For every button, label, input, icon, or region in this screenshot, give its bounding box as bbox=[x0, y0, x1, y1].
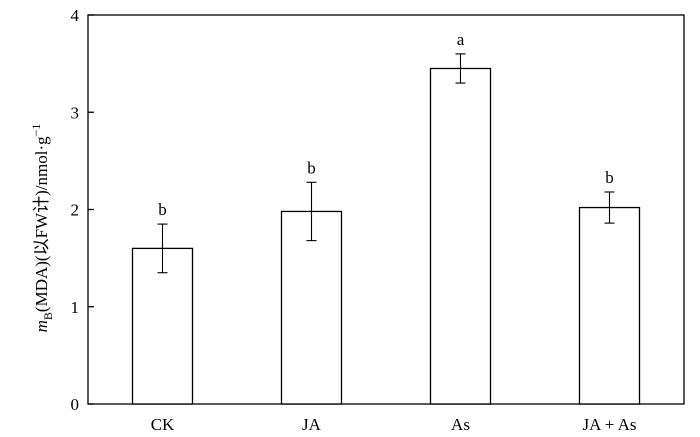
error-bar bbox=[455, 53, 466, 84]
significance-labels: b b a b bbox=[158, 30, 614, 219]
bar-ja-as bbox=[578, 206, 641, 405]
bars bbox=[131, 67, 641, 405]
bar-ja bbox=[280, 210, 343, 405]
error-bar bbox=[604, 191, 615, 224]
x-tick-label: CK bbox=[151, 415, 175, 434]
y-axis-label-main: (MDA)(以FW计)/nmol·g bbox=[32, 136, 51, 312]
x-tick-label: JA bbox=[302, 415, 322, 434]
significance-label: b bbox=[158, 200, 167, 219]
x-tick-label: JA + As bbox=[583, 415, 637, 434]
y-tick-label: 0 bbox=[71, 395, 80, 414]
y-axis-label-symbol: m bbox=[32, 320, 51, 332]
error-bar bbox=[306, 181, 317, 242]
significance-label: b bbox=[307, 158, 316, 177]
x-tick-label: As bbox=[451, 415, 470, 434]
y-axis-label-subscript: B bbox=[41, 312, 55, 320]
bar-as bbox=[429, 67, 492, 405]
y-axis-label-superscript: −1 bbox=[29, 124, 43, 137]
bar-ck bbox=[131, 247, 194, 405]
y-tick-labels: 0 1 2 3 4 bbox=[71, 6, 80, 414]
y-tick-label: 4 bbox=[71, 6, 80, 25]
y-tick-label: 3 bbox=[71, 103, 80, 122]
error-bars bbox=[157, 53, 615, 274]
y-tick-label: 2 bbox=[71, 201, 80, 220]
significance-label: a bbox=[457, 30, 465, 49]
error-bar bbox=[157, 223, 168, 274]
y-axis-label: mB(MDA)(以FW计)/nmol·g−1 bbox=[29, 124, 55, 333]
significance-label: b bbox=[605, 168, 614, 187]
x-tick-labels: CK JA As JA + As bbox=[151, 415, 637, 434]
y-tick-label: 1 bbox=[71, 298, 80, 317]
